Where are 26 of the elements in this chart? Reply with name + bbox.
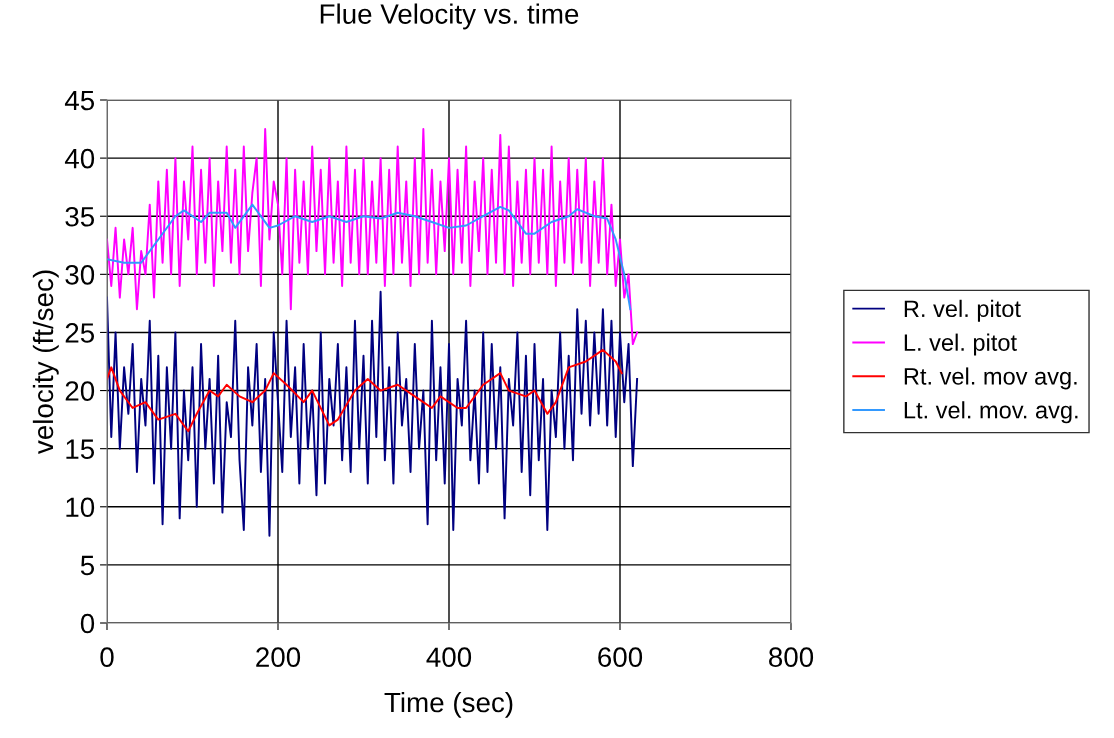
legend-label: Rt. vel. mov avg. [904, 367, 1077, 390]
line-series [107, 203, 632, 311]
y-tick-label: 25 [65, 323, 95, 343]
chart-title: Flue Velocity vs. time [320, 3, 579, 30]
y-axis-title: velocity (ft/sec) [32, 270, 59, 455]
line-series [107, 348, 623, 433]
line-series [107, 290, 639, 537]
x-tick-label: 400 [426, 647, 472, 668]
y-tick-label: 35 [65, 206, 95, 227]
x-axis-title: Time (sec) [384, 691, 513, 718]
y-tick-label: 0 [80, 613, 95, 634]
line-series [107, 128, 639, 346]
y-tick-label: 5 [80, 555, 95, 576]
y-tick-label: 30 [65, 265, 95, 285]
y-tick-label: 45 [64, 90, 95, 111]
legend-label: R. vel. pitot [904, 299, 1021, 322]
legend-label: L. vel. pitot [904, 333, 1017, 356]
y-tick-label: 20 [65, 381, 95, 401]
x-tick-label: 0 [100, 647, 114, 668]
x-tick-label: 200 [256, 647, 301, 668]
y-tick-label: 10 [66, 497, 95, 518]
x-tick-label: 800 [769, 647, 814, 668]
y-tick-label: 15 [66, 439, 95, 460]
y-tick-label: 40 [64, 148, 95, 169]
legend-label: Lt. vel. mov. avg. [904, 401, 1078, 424]
x-tick-label: 600 [598, 647, 643, 668]
